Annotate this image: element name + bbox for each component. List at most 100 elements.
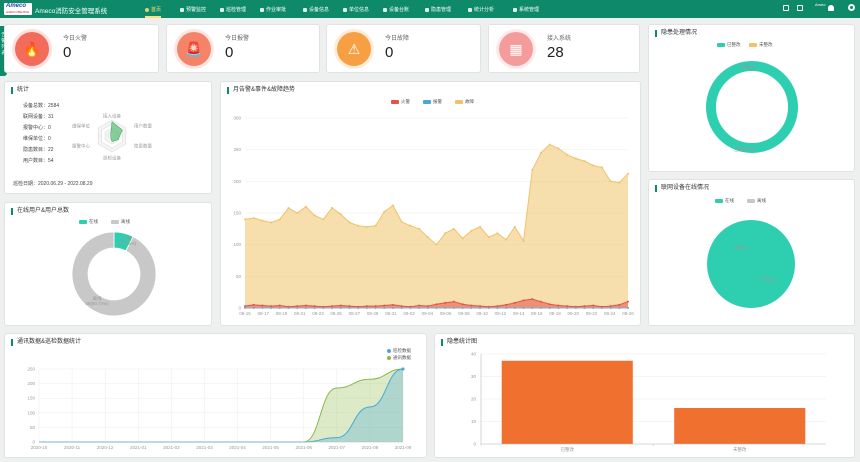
alarm-point[interactable] [548,303,551,306]
alarm-point[interactable] [539,300,542,303]
fault-point[interactable] [296,212,299,214]
fault-point[interactable] [270,221,273,224]
nav-item-3[interactable]: 作业审批 [260,0,286,18]
alarm-point[interactable] [618,303,621,306]
legend-item[interactable]: 未整改 [749,42,773,48]
message-icon[interactable] [797,5,803,11]
alarm-point[interactable] [522,299,525,302]
fault-point[interactable] [322,218,325,221]
alarm-point[interactable] [583,305,586,308]
app-logo[interactable]: Ameco HAECO BEIJING [4,3,32,15]
fault-point[interactable] [444,232,447,235]
user-name[interactable]: Ameo [815,2,826,7]
alarm-point[interactable] [444,301,447,304]
fault-point[interactable] [365,225,368,228]
alarm-point[interactable] [426,305,429,308]
alarm-point[interactable] [261,304,264,307]
nav-item-5[interactable]: 单位信息 [343,0,369,18]
alarm-point[interactable] [296,305,299,308]
fault-point[interactable] [252,217,255,220]
fault-point[interactable] [566,153,569,156]
alarm-point[interactable] [244,305,246,308]
fault-point[interactable] [400,220,403,223]
fault-point[interactable] [287,206,290,209]
fault-point[interactable] [539,151,542,154]
fault-point[interactable] [244,218,246,221]
legend-item[interactable]: 离线 [747,198,766,204]
nav-item-7[interactable]: 隐患管理 [425,0,451,18]
legend-item[interactable]: 报警 [423,99,442,105]
fault-point[interactable] [348,221,351,224]
alarm-point[interactable] [513,301,516,304]
fault-point[interactable] [548,143,551,146]
screen-icon[interactable] [783,5,789,11]
fault-point[interactable] [339,213,342,216]
nav-item-6[interactable]: 设备台账 [383,0,409,18]
fault-point[interactable] [452,227,455,230]
fault-point[interactable] [600,166,603,169]
alarm-point[interactable] [461,303,464,306]
alarm-point[interactable] [566,305,569,308]
legend-item[interactable]: 火警 [391,99,410,105]
alarm-point[interactable] [531,298,534,301]
pie-slice-online[interactable] [707,220,795,308]
fault-point[interactable] [487,236,490,239]
fault-point[interactable] [479,225,482,228]
fault-point[interactable] [461,237,464,240]
legend-item[interactable]: 已整改 [717,42,741,48]
bar-1[interactable] [674,408,806,444]
fault-point[interactable] [426,236,429,239]
alarm-list-tab[interactable]: 告警列表 [0,26,7,76]
alarm-point[interactable] [313,305,316,308]
fault-point[interactable] [609,180,612,183]
fault-point[interactable] [391,204,394,207]
settings-gear-icon[interactable] [848,4,855,11]
fault-point[interactable] [331,206,334,209]
alarm-point[interactable] [418,304,421,307]
fault-point[interactable] [627,172,629,175]
alarm-point[interactable] [374,305,377,308]
fault-point[interactable] [383,210,386,213]
alarm-point[interactable] [435,303,438,306]
fault-point[interactable] [557,147,560,150]
fault-point[interactable] [496,232,499,235]
fault-point[interactable] [505,238,508,241]
nav-item-0[interactable]: 首页 [145,0,162,18]
fault-point[interactable] [418,227,421,230]
alarm-point[interactable] [331,305,334,308]
alarm-point[interactable] [391,303,394,306]
alarm-point[interactable] [557,304,560,307]
nav-item-1[interactable]: 预警监控 [180,0,206,18]
fault-point[interactable] [522,239,525,242]
fault-point[interactable] [304,205,307,208]
nav-item-8[interactable]: 统计分析 [468,0,494,18]
inspection-point[interactable] [401,367,405,371]
fault-point[interactable] [409,224,412,227]
alarm-point[interactable] [592,304,595,307]
fault-point[interactable] [592,164,595,167]
alarm-point[interactable] [252,303,255,306]
alarm-point[interactable] [479,305,482,308]
fault-point[interactable] [583,160,586,163]
alarm-point[interactable] [452,300,455,303]
fault-point[interactable] [513,225,516,228]
legend-item[interactable]: 巡检数据 [387,348,411,354]
alarm-point[interactable] [470,304,473,307]
alarm-point[interactable] [365,305,368,308]
fault-point[interactable] [470,229,473,232]
alarm-point[interactable] [505,303,508,306]
fault-point[interactable] [574,157,577,160]
donut-slice[interactable] [706,61,798,153]
fault-point[interactable] [374,224,377,227]
alarm-point[interactable] [400,305,403,308]
legend-item[interactable]: 通讯数据 [387,355,411,361]
fault-point[interactable] [435,243,438,246]
fault-point[interactable] [357,224,360,227]
user-icon[interactable] [828,5,834,11]
nav-item-2[interactable]: 巡检管理 [220,0,246,18]
fault-point[interactable] [278,218,281,221]
alarm-point[interactable] [304,304,307,307]
legend-item[interactable]: 离线 [111,219,130,225]
bar-0[interactable] [501,360,633,444]
fault-point[interactable] [618,181,621,184]
